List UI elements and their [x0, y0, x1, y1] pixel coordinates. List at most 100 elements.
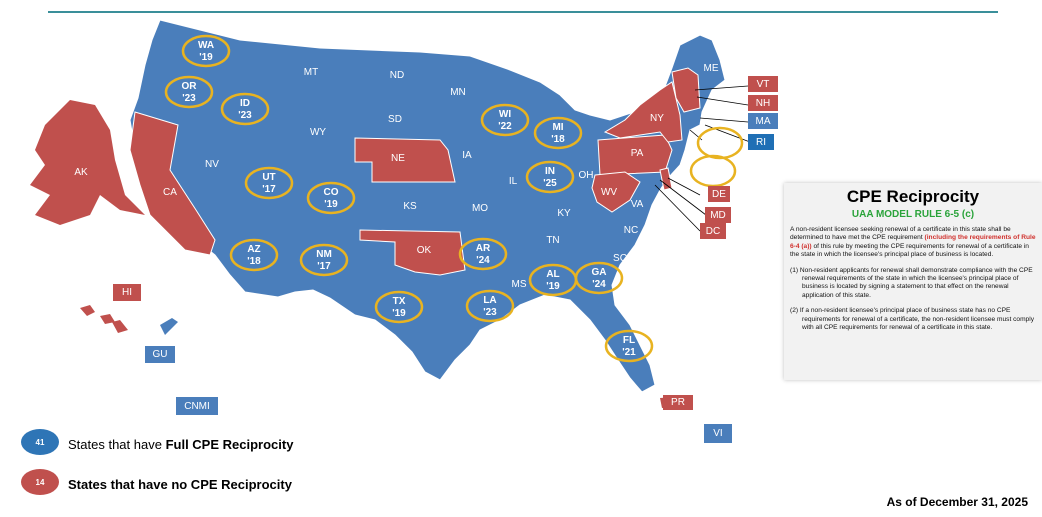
svg-text:'18: '18 [551, 134, 565, 145]
label-ks: KS [403, 201, 417, 212]
state-shape-ca [129, 111, 216, 256]
cpe-reciprocity-panel: CPE Reciprocity UAA MODEL RULE 6-5 (c) A… [784, 183, 1042, 380]
svg-text:'18: '18 [247, 256, 261, 267]
label-mo: MO [472, 203, 488, 214]
label-ok: OK [417, 245, 432, 256]
box-ma: MA [748, 113, 778, 129]
label-nd: ND [390, 70, 404, 81]
box-de: DE [708, 186, 730, 202]
panel-para-3: (2) If a non-resident licensee's princip… [790, 307, 1034, 332]
svg-text:ID: ID [240, 98, 250, 109]
svg-text:'24: '24 [476, 255, 490, 266]
svg-text:WA: WA [198, 40, 214, 51]
circle-or: OR'23 [164, 75, 214, 109]
state-shape-wv [591, 171, 641, 213]
svg-text:NM: NM [316, 249, 332, 260]
top-divider-line [48, 11, 998, 13]
state-shape-hi [80, 305, 128, 333]
state-shape-ny [603, 81, 683, 143]
label-tn: TN [546, 235, 559, 246]
box-ri: RI [748, 134, 774, 150]
svg-text:AR: AR [476, 243, 491, 254]
svg-text:AL: AL [546, 269, 559, 280]
legend-none-count: 14 [21, 469, 59, 495]
legend-full-text: States that have Full CPE Reciprocity [68, 437, 294, 452]
svg-text:'24: '24 [592, 279, 606, 290]
circle-la: LA'23 [465, 289, 515, 323]
box-vi: VI [704, 424, 732, 443]
label-me: ME [704, 63, 719, 74]
state-shape-ok [359, 229, 466, 276]
svg-text:'19: '19 [392, 308, 406, 319]
panel-subtitle: UAA MODEL RULE 6-5 (c) [851, 209, 975, 220]
svg-text:OR: OR [182, 81, 198, 92]
svg-text:CO: CO [324, 187, 339, 198]
svg-text:MI: MI [552, 122, 563, 133]
panel-para-1: A non-resident licensee seeking renewal … [790, 226, 1036, 259]
as-of-date: As of December 31, 2025 [886, 495, 1028, 509]
box-vt: VT [748, 76, 778, 92]
svg-text:GA: GA [592, 267, 607, 278]
circle-nm: NM'17 [299, 243, 349, 277]
svg-text:'19: '19 [706, 172, 720, 183]
label-mt: MT [304, 67, 318, 78]
circle-id: ID'23 [220, 92, 270, 126]
svg-text:'23: '23 [238, 110, 252, 121]
label-ny: NY [650, 113, 664, 124]
label-ak: AK [74, 167, 88, 178]
circle-tx: TX'19 [374, 290, 424, 324]
label-wv: WV [601, 187, 617, 198]
box-dc: DC [700, 223, 726, 239]
svg-text:'17: '17 [317, 261, 331, 272]
label-ca: CA [163, 187, 177, 198]
box-pr: PR [663, 395, 693, 410]
legend-none-text: States that have no CPE Reciprocity [68, 477, 292, 492]
label-wy: WY [310, 127, 326, 138]
circle-wa: WA'19 [181, 34, 231, 68]
circle-ga: GA'24 [574, 261, 624, 295]
label-va: VA [631, 199, 644, 210]
circle-ct: '18 [696, 126, 744, 160]
state-shape-gu [160, 318, 178, 335]
svg-text:'22: '22 [498, 121, 512, 132]
circle-az: AZ'18 [229, 238, 279, 272]
box-nh: NH [748, 95, 778, 111]
label-il: IL [509, 176, 518, 187]
svg-text:'23: '23 [182, 93, 196, 104]
label-nv: NV [205, 159, 219, 170]
label-ne: NE [391, 153, 405, 164]
label-ms: MS [512, 279, 527, 290]
svg-text:'19: '19 [324, 199, 338, 210]
circle-mi: MI'18 [533, 116, 583, 150]
state-shape-ne [354, 137, 456, 183]
label-nc: NC [624, 225, 638, 236]
box-md: MD [705, 207, 731, 223]
label-ky: KY [557, 208, 571, 219]
svg-text:'25: '25 [543, 178, 557, 189]
svg-text:AZ: AZ [247, 244, 260, 255]
panel-para-2: (1) Non-resident applicants for renewal … [790, 266, 1033, 299]
circle-ut: UT'17 [244, 166, 294, 200]
state-shape-de [659, 167, 673, 191]
circle-in: IN'25 [525, 160, 575, 194]
box-cnmi: CNMI [176, 397, 218, 415]
svg-text:'17: '17 [262, 184, 276, 195]
box-gu: GU [145, 346, 175, 363]
box-hi: HI [113, 284, 141, 301]
label-sc: SC [613, 253, 627, 264]
svg-text:'23: '23 [483, 307, 497, 318]
svg-text:WI: WI [499, 109, 511, 120]
label-mn: MN [450, 87, 466, 98]
svg-text:'19: '19 [199, 52, 213, 63]
state-shape-vt-nh [671, 67, 701, 113]
label-sd: SD [388, 114, 402, 125]
svg-text:IN: IN [545, 166, 555, 177]
svg-text:'18: '18 [713, 144, 727, 155]
circle-co: CO'19 [306, 181, 356, 215]
state-shape-pa [597, 134, 673, 176]
label-ia: IA [462, 150, 472, 161]
svg-text:UT: UT [262, 172, 275, 183]
circle-ar: AR'24 [458, 237, 508, 271]
svg-text:'19: '19 [546, 281, 560, 292]
